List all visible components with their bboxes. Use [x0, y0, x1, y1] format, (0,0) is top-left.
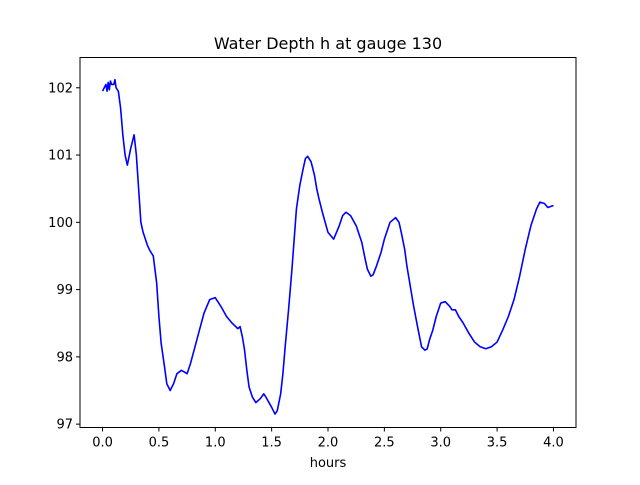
y-tick-label: 102 — [48, 81, 73, 96]
x-axis: 0.0 0.5 1.0 1.5 2.0 2.5 3.0 3.5 4.0 — [92, 427, 564, 451]
x-tick-label: 4.0 — [543, 436, 564, 451]
y-axis: 97 98 99 100 101 102 — [48, 81, 80, 433]
x-tick-label: 2.5 — [374, 436, 395, 451]
x-tick-label: 1.0 — [205, 436, 226, 451]
y-tick-label: 98 — [56, 350, 73, 365]
y-tick-label: 99 — [56, 283, 73, 298]
x-axis-label: hours — [310, 456, 347, 471]
x-tick-label: 0.0 — [92, 436, 113, 451]
series-line — [101, 78, 554, 415]
y-tick-label: 97 — [56, 418, 73, 433]
x-tick-label: 2.0 — [318, 436, 339, 451]
chart-title: Water Depth h at gauge 130 — [214, 34, 442, 53]
x-tick-label: 3.0 — [430, 436, 451, 451]
y-tick-label: 100 — [48, 216, 73, 231]
y-tick-label: 101 — [48, 149, 73, 164]
plot-series — [101, 78, 554, 415]
x-tick-label: 3.5 — [487, 436, 508, 451]
x-tick-label: 1.5 — [261, 436, 282, 451]
x-tick-label: 0.5 — [149, 436, 170, 451]
